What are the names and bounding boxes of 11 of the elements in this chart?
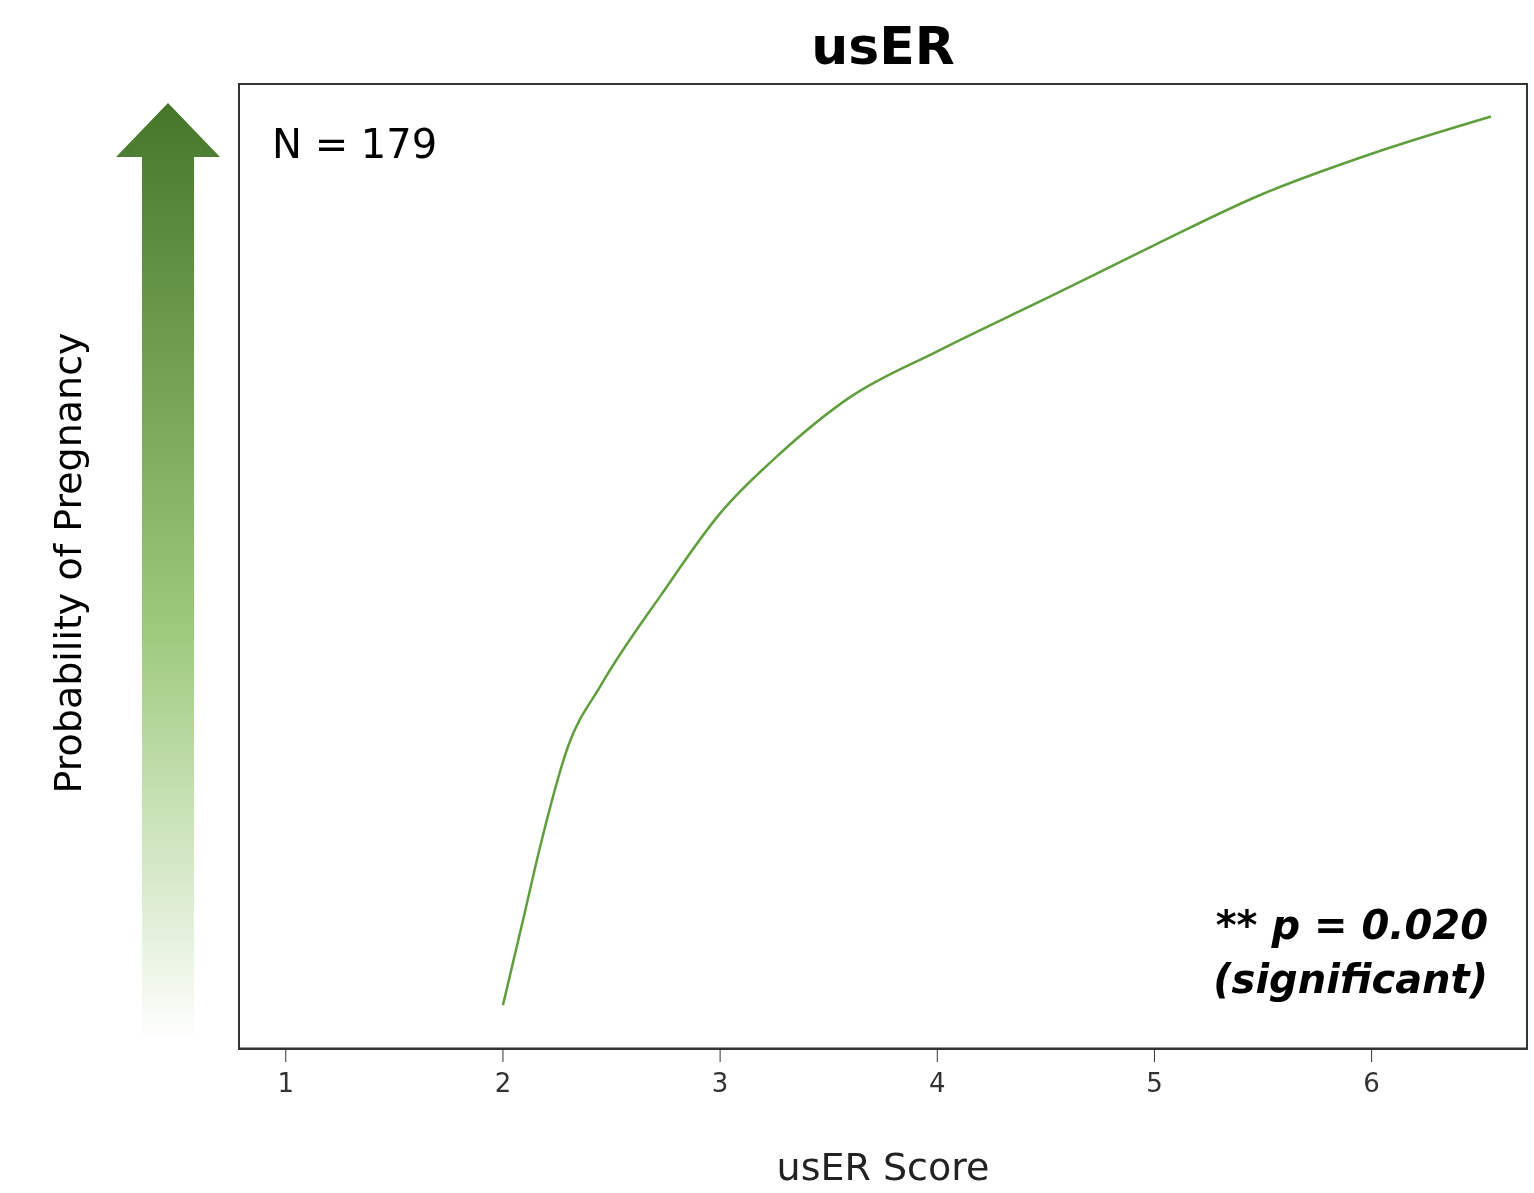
chart-title: usER <box>810 16 956 76</box>
x-tick-label: 6 <box>1363 1068 1380 1099</box>
x-axis-title: usER Score <box>776 1145 990 1189</box>
y-axis-title: Probability of Pregnancy <box>46 331 90 795</box>
x-tick-label: 5 <box>1146 1068 1163 1099</box>
annotation: N = 179 <box>272 121 438 167</box>
x-tick-label: 1 <box>277 1068 295 1099</box>
annotation: ** p = 0.020 (significant) <box>1212 901 1488 1004</box>
x-tick-label: 2 <box>494 1068 512 1099</box>
x-tick-label: 4 <box>929 1068 946 1099</box>
x-tick-label: 3 <box>711 1068 729 1099</box>
